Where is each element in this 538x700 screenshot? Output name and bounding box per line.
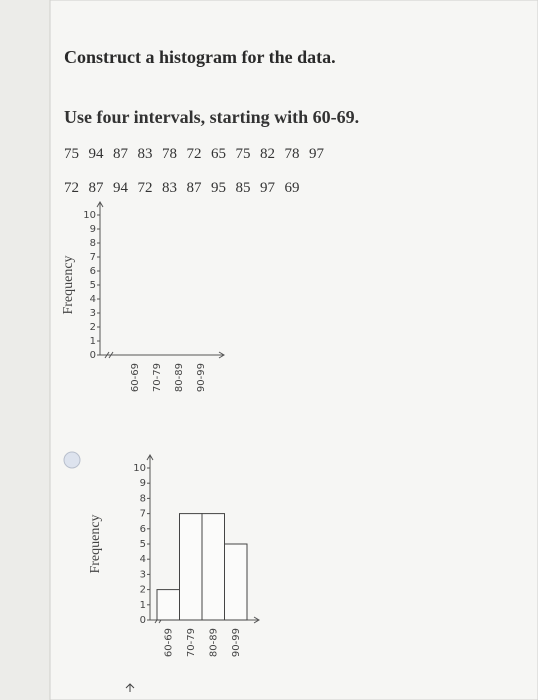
y-tick-label: 0 bbox=[90, 350, 96, 361]
data-number: 78 bbox=[162, 146, 177, 162]
data-number: 72 bbox=[138, 180, 153, 196]
y-axis-label: Frequency bbox=[61, 255, 76, 314]
data-number: 85 bbox=[236, 180, 251, 196]
data-number: 87 bbox=[113, 146, 129, 162]
y-tick-label: 3 bbox=[90, 308, 96, 319]
x-tick-label: 70-79 bbox=[186, 628, 197, 657]
y-tick-label: 5 bbox=[140, 539, 146, 550]
data-number: 87 bbox=[187, 180, 203, 196]
x-tick-label: 90-99 bbox=[231, 628, 242, 657]
y-tick-label: 3 bbox=[140, 569, 146, 580]
y-axis-arrow bbox=[146, 454, 154, 461]
data-number: 78 bbox=[285, 146, 300, 162]
y-tick-label: 6 bbox=[90, 266, 96, 277]
panel bbox=[49, 0, 538, 700]
question-title: Construct a histogram for the data. bbox=[64, 47, 336, 67]
y-tick-label: 10 bbox=[83, 210, 96, 221]
radio-button[interactable] bbox=[63, 451, 81, 469]
y-tick-label: 2 bbox=[140, 585, 146, 596]
y-tick-label: 2 bbox=[90, 322, 96, 333]
y-tick-label: 8 bbox=[140, 493, 146, 504]
data-number: 83 bbox=[162, 180, 177, 196]
data-number: 72 bbox=[187, 146, 202, 162]
x-tick-label: 90-99 bbox=[196, 363, 207, 392]
data-number: 94 bbox=[89, 146, 105, 162]
data-number: 87 bbox=[89, 180, 105, 196]
x-axis-arrow bbox=[253, 616, 260, 624]
axis-break bbox=[104, 351, 114, 359]
x-axis-arrow bbox=[218, 351, 225, 359]
y-axis-label: Frequency bbox=[88, 514, 103, 573]
y-tick-label: 4 bbox=[90, 294, 96, 305]
arrow-icon bbox=[125, 683, 135, 692]
y-tick-label: 10 bbox=[133, 463, 146, 474]
data-number: 65 bbox=[211, 146, 226, 162]
data-number: 75 bbox=[236, 146, 251, 162]
x-tick-label: 60-69 bbox=[130, 363, 141, 392]
x-tick-label: 70-79 bbox=[152, 363, 163, 392]
y-tick-label: 0 bbox=[140, 615, 146, 626]
data-number: 72 bbox=[64, 180, 79, 196]
bar bbox=[224, 543, 248, 621]
x-tick-label: 80-89 bbox=[208, 628, 219, 657]
y-tick-label: 6 bbox=[140, 524, 146, 535]
y-tick-label: 5 bbox=[90, 280, 96, 291]
instruction: Use four intervals, starting with 60-69. bbox=[64, 107, 359, 127]
y-tick-label: 7 bbox=[140, 509, 146, 520]
bar bbox=[179, 513, 203, 621]
y-tick-label: 9 bbox=[90, 224, 96, 235]
y-tick-label: 4 bbox=[140, 554, 146, 565]
y-tick-label: 8 bbox=[90, 238, 96, 249]
x-tick-label: 80-89 bbox=[174, 363, 185, 392]
data-number: 83 bbox=[138, 146, 153, 162]
y-tick-label: 9 bbox=[140, 478, 146, 489]
data-number: 97 bbox=[260, 180, 276, 196]
data-number: 94 bbox=[113, 180, 129, 196]
data-number: 69 bbox=[285, 180, 300, 196]
bar bbox=[201, 513, 225, 621]
y-tick-label: 7 bbox=[90, 252, 96, 263]
y-tick-label: 1 bbox=[140, 600, 146, 611]
data-number: 75 bbox=[64, 146, 79, 162]
x-tick-label: 60-69 bbox=[163, 628, 174, 657]
bar bbox=[156, 589, 180, 621]
data-number: 97 bbox=[309, 146, 325, 162]
y-tick-label: 1 bbox=[90, 336, 96, 347]
data-number: 82 bbox=[260, 146, 275, 162]
y-axis-arrow bbox=[96, 201, 104, 208]
data-number: 95 bbox=[211, 180, 226, 196]
